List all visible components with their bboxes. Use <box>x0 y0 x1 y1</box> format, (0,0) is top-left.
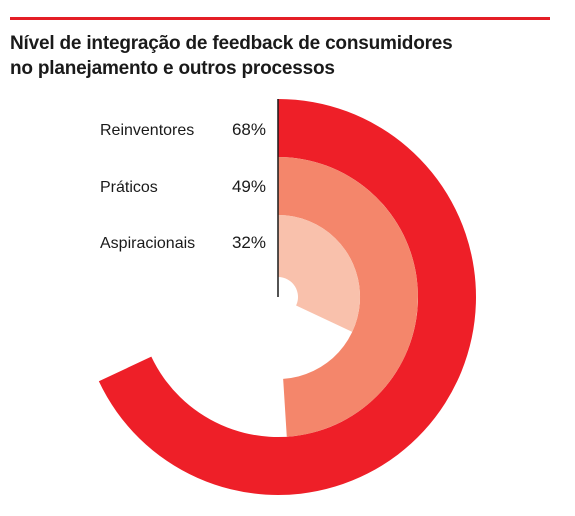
chart-title-line-1: Nível de integração de feedback de consu… <box>10 33 453 54</box>
category-label-reinventores: Reinventores <box>100 122 194 139</box>
category-label-aspiracionais: Aspiracionais <box>100 235 195 252</box>
radial-bar-reinventores <box>98 99 476 495</box>
chart-title: Nível de integração de feedback de consu… <box>10 31 550 81</box>
value-label-reinventores: 68% <box>232 120 266 139</box>
radial-bar-práticos <box>278 157 418 437</box>
category-label-práticos: Práticos <box>100 179 158 196</box>
chart-title-line-2: no planejamento e outros processos <box>10 58 335 79</box>
value-label-práticos: 49% <box>232 177 266 196</box>
value-label-aspiracionais: 32% <box>232 233 266 252</box>
top-rule <box>10 17 550 20</box>
radial-bar-aspiracionais <box>278 215 361 332</box>
